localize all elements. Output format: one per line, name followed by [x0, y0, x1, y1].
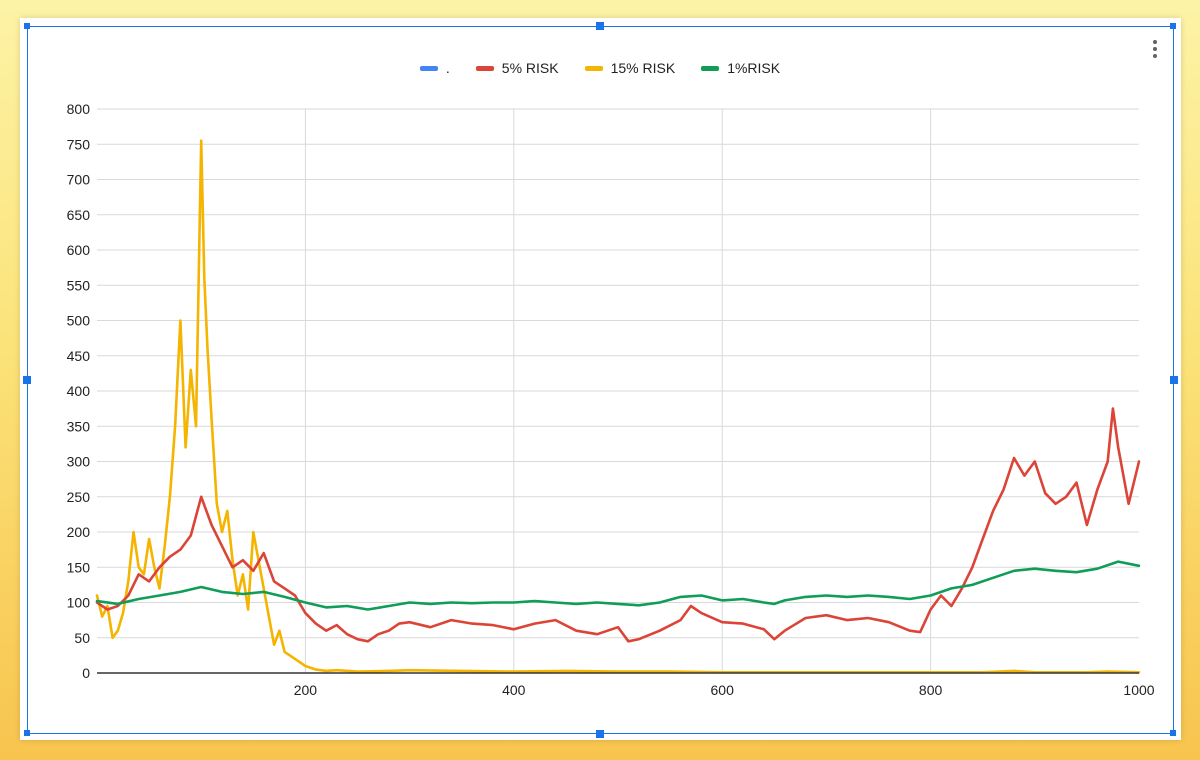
resize-handle-bottom-right[interactable] — [1170, 730, 1176, 736]
y-tick-label: 100 — [67, 595, 91, 611]
chart-legend: . 5% RISK 15% RISK 1%RISK — [0, 56, 1200, 80]
y-tick-label: 50 — [74, 630, 90, 646]
series-lines — [95, 139, 1141, 674]
x-tick-label: 600 — [711, 682, 735, 698]
legend-item-15-risk[interactable]: 15% RISK — [584, 60, 676, 76]
y-tick-label: 500 — [67, 313, 91, 329]
resize-handle-top-left[interactable] — [24, 23, 30, 29]
series-line-15-risk — [95, 139, 1141, 674]
legend-swatch — [475, 65, 494, 71]
y-tick-label: 800 — [67, 101, 91, 117]
resize-handle-bottom[interactable] — [596, 730, 604, 738]
x-axis-ticks: 200 400 600 800 1000 — [294, 682, 1155, 698]
y-tick-label: 600 — [67, 242, 91, 258]
x-tick-label: 200 — [294, 682, 318, 698]
series-line-5-risk — [95, 407, 1141, 643]
legend-item-5-risk[interactable]: 5% RISK — [475, 60, 559, 76]
more-options-icon[interactable] — [1145, 34, 1165, 64]
y-tick-label: 350 — [67, 418, 91, 434]
legend-swatch — [584, 65, 603, 71]
y-tick-label: 750 — [67, 136, 91, 152]
legend-swatch — [419, 65, 438, 71]
y-tick-label: 400 — [67, 383, 91, 399]
legend-label: 5% RISK — [501, 60, 559, 76]
y-tick-label: 300 — [67, 454, 91, 470]
y-tick-label: 200 — [67, 524, 91, 540]
legend-item-1-risk[interactable]: 1%RISK — [701, 60, 780, 76]
legend-swatch — [701, 65, 720, 71]
y-tick-label: 450 — [67, 348, 91, 364]
y-tick-label: 250 — [67, 489, 91, 505]
legend-label: 15% RISK — [610, 60, 676, 76]
resize-handle-top-right[interactable] — [1170, 23, 1176, 29]
chart-card — [20, 18, 1181, 740]
y-tick-label: 550 — [67, 277, 91, 293]
x-tick-label: 800 — [919, 682, 943, 698]
resize-handle-top[interactable] — [596, 22, 604, 30]
x-tick-label: 400 — [502, 682, 526, 698]
grid-lines — [97, 108, 1139, 673]
y-tick-label: 150 — [67, 559, 91, 575]
y-tick-label: 0 — [82, 665, 90, 681]
y-tick-label: 700 — [67, 172, 91, 188]
x-tick-label: 1000 — [1123, 682, 1154, 698]
series-line-1-risk — [95, 560, 1141, 611]
resize-handle-left[interactable] — [23, 376, 31, 384]
y-tick-label: 650 — [67, 207, 91, 223]
legend-item-series-blank[interactable]: . — [419, 60, 450, 76]
legend-label: . — [445, 60, 450, 76]
resize-handle-bottom-left[interactable] — [24, 730, 30, 736]
y-axis-ticks: 0 50 100 150 200 250 300 350 400 450 500 550 600 650 7… — [67, 101, 91, 681]
legend-label: 1%RISK — [727, 60, 781, 76]
resize-handle-right[interactable] — [1170, 376, 1178, 384]
